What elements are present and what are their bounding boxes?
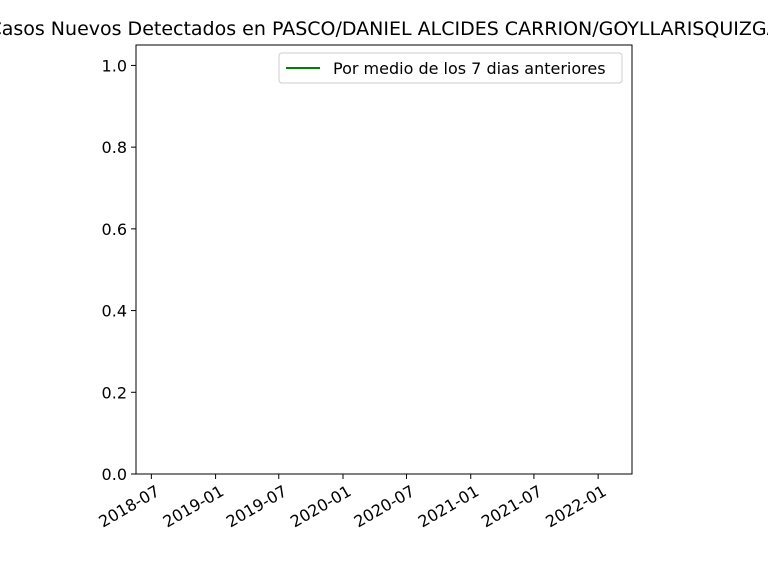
- y-tick-label: 1.0: [102, 56, 127, 75]
- y-axis: 0.0 0.2 0.4 0.6 0.8 1.0: [102, 56, 136, 484]
- legend-box: [278, 52, 623, 84]
- plot-frame: [135, 44, 633, 475]
- chart-title: Casos Nuevos Detectados en PASCO/DANIEL …: [0, 18, 768, 40]
- y-tick-label: 0.4: [102, 302, 127, 321]
- legend-label: Por medio de los 7 dias anteriores: [333, 59, 606, 78]
- y-tick-label: 0.2: [102, 383, 127, 402]
- y-tick-label: 0.6: [102, 220, 127, 239]
- legend: Por medio de los 7 dias anteriores: [278, 52, 623, 84]
- y-tick-label: 0.0: [102, 465, 127, 484]
- y-tick-label: 0.8: [102, 138, 127, 157]
